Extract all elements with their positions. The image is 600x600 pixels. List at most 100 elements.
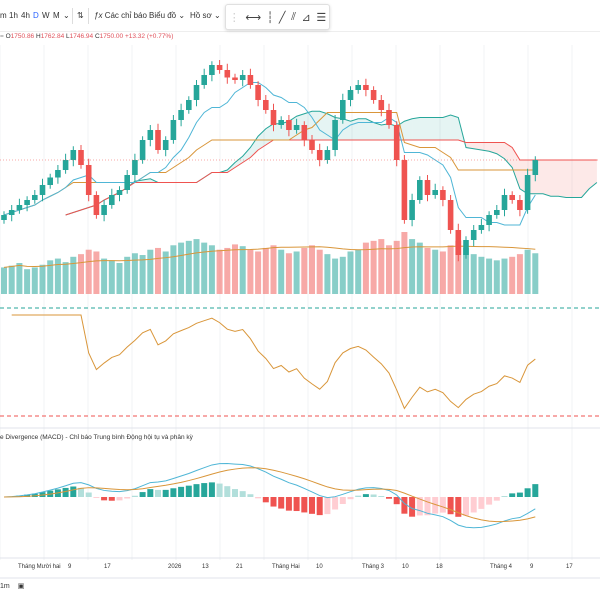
macd-histogram-bar <box>409 497 416 517</box>
ichimoku-cloud-segment <box>258 128 266 150</box>
menu-icon[interactable]: ☰ <box>316 11 327 24</box>
candle-body <box>216 65 223 70</box>
senkou-span-a <box>65 110 598 216</box>
interval-1h[interactable]: 1h <box>9 11 18 20</box>
candle-body <box>393 125 400 160</box>
trend-line-icon[interactable]: ╱ <box>278 11 286 24</box>
calendar-icon[interactable]: ▣ <box>17 583 25 590</box>
candle-body <box>93 195 100 215</box>
macd-histogram-bar <box>108 497 115 501</box>
chevron-down-icon: ⌄ <box>178 11 186 20</box>
volume-bar <box>232 244 238 294</box>
candle-body <box>232 77 238 80</box>
chevron-down-icon: ⌄ <box>213 11 221 20</box>
ichimoku-cloud-segment <box>473 142 482 150</box>
macd-histogram-bar <box>255 497 262 499</box>
candle-body <box>124 175 130 190</box>
volume-bar <box>224 247 231 294</box>
candle-body <box>170 120 177 140</box>
volume-bar <box>339 256 346 294</box>
volume-bar <box>39 264 46 294</box>
drawing-toolbar: ⋮ ⟷ ┆ ╱ ⫽ ⊿ ☰ <box>225 4 330 30</box>
interval-m[interactable]: M <box>53 11 60 20</box>
macd-histogram-bar <box>332 497 339 510</box>
collapse-icon[interactable]: = <box>0 33 6 40</box>
macd-histogram-bar <box>424 497 431 516</box>
volume-bar <box>309 245 315 294</box>
chart-type-button[interactable]: Biểu đồ ⌄ <box>149 11 185 21</box>
vertical-line-icon[interactable]: ┆ <box>266 11 274 24</box>
candle-body <box>39 185 46 195</box>
interval-4h[interactable]: 4h <box>21 11 30 20</box>
horizontal-line-icon[interactable]: ⟷ <box>245 11 262 24</box>
volume-bar <box>185 240 192 294</box>
range-label[interactable]: 1m <box>0 583 10 590</box>
kijun-sen-line <box>3 112 536 216</box>
macd-histogram-bar <box>62 487 69 497</box>
interval-dropdown[interactable]: ⌄ <box>63 11 70 20</box>
candle-body <box>70 150 77 160</box>
high-value: 1762.84 <box>40 33 65 40</box>
candle-body <box>417 180 423 200</box>
parallel-channel-icon[interactable]: ⫽ <box>291 10 296 23</box>
ohlc-readout: = O1750.86 H1762.84 L1746.94 C1750.00 +1… <box>0 33 173 40</box>
macd-histogram-bar <box>532 484 539 497</box>
ichimoku-cloud-segment <box>250 136 259 158</box>
time-axis-label: 17 <box>104 564 111 570</box>
macd-histogram-bar <box>201 483 208 497</box>
candle-body <box>316 150 323 160</box>
interval-d[interactable]: D <box>33 11 39 20</box>
profile-button[interactable]: Hồ sơ ⌄ <box>190 11 221 21</box>
volume-bar <box>147 249 154 294</box>
volume-bar <box>524 249 531 294</box>
volume-bar <box>509 256 516 294</box>
compare-icon[interactable]: ⇅ <box>77 11 84 20</box>
indicators-button[interactable]: ƒx Các chỉ báo <box>94 11 147 21</box>
ichimoku-cloud-segment <box>442 115 451 140</box>
interval-1m[interactable]: m <box>0 11 7 20</box>
time-axis-label: Tháng 4 <box>490 564 513 570</box>
macd-histogram-bar <box>124 497 131 499</box>
volume-bar <box>31 267 38 294</box>
open-label: O <box>5 33 11 40</box>
ichimoku-cloud-segment <box>381 123 389 140</box>
macd-histogram-bar <box>193 484 200 497</box>
time-axis-label: 13 <box>202 564 209 570</box>
ichimoku-cloud-segment <box>589 160 597 189</box>
volume-bar <box>478 256 485 294</box>
ichimoku-cloud-segment <box>427 117 436 140</box>
volume-bar <box>409 239 416 294</box>
low-label: L <box>66 33 70 40</box>
macd-histogram-bar <box>162 489 169 497</box>
ichimoku-cloud-segment <box>481 142 490 152</box>
candle-body <box>447 200 454 230</box>
candle-body <box>517 200 523 210</box>
candle-body <box>324 150 331 160</box>
candle-body <box>47 177 53 185</box>
candle-body <box>386 110 392 125</box>
candle-body <box>340 100 346 120</box>
volume-bar <box>516 254 523 294</box>
macd-histogram-bar <box>208 482 215 497</box>
candle-body <box>301 125 308 140</box>
interval-w[interactable]: W <box>42 11 50 20</box>
macd-histogram-bar <box>270 497 277 507</box>
volume-bar <box>355 249 362 294</box>
volume-bar <box>301 247 308 294</box>
candle-body <box>370 90 377 100</box>
pitchfork-icon[interactable]: ⊿ <box>301 11 311 24</box>
ichimoku-cloud-segment <box>342 118 351 140</box>
volume-bar <box>378 239 385 294</box>
ichimoku-cloud-segment <box>365 118 374 140</box>
volume-bar <box>455 240 462 294</box>
candle-body <box>455 230 462 255</box>
volume-bar <box>139 255 146 294</box>
volume-bar <box>463 247 469 294</box>
volume-bar <box>8 265 15 294</box>
volume-bar <box>85 249 92 294</box>
macd-histogram-bar <box>478 497 485 509</box>
drag-handle-icon[interactable]: ⋮ <box>228 11 240 24</box>
macd-histogram-bar <box>78 487 84 497</box>
candle-body <box>355 85 361 90</box>
